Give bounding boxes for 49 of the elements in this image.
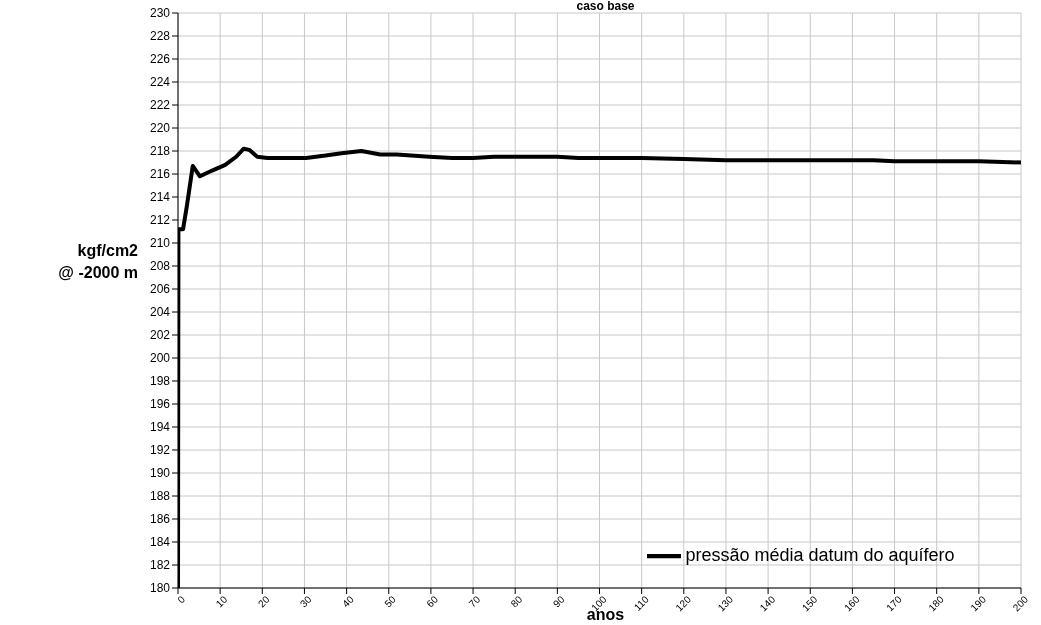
x-tick-label: 90 [550, 593, 567, 610]
y-tick-label: 198 [149, 374, 171, 389]
y-tick-label: 218 [149, 144, 171, 159]
x-tick-label: 150 [799, 593, 820, 614]
y-tick-label: 226 [149, 52, 171, 67]
y-tick-label: 222 [149, 98, 171, 113]
x-tick-label: 110 [631, 593, 652, 613]
y-tick-label: 208 [149, 259, 171, 274]
y-tick-label: 228 [149, 29, 171, 44]
y-tick-label: 224 [149, 75, 171, 90]
x-tick-label: 60 [424, 593, 441, 610]
x-tick-label: 190 [968, 593, 989, 614]
y-axis-title: kgf/cm2 @ -2000 m [57, 241, 138, 283]
legend-label: pressão média datum do aquífero [685, 544, 955, 565]
y-tick-label: 182 [149, 558, 171, 573]
x-tick-label: 50 [382, 593, 399, 610]
x-tick-label: 180 [926, 593, 947, 614]
y-tick-label: 210 [149, 236, 171, 251]
y-tick-label: 188 [149, 489, 171, 504]
y-tick-label: 214 [149, 190, 171, 205]
x-tick-label: 10 [213, 593, 230, 610]
chart-title: caso base [575, 0, 636, 13]
x-tick-label: 80 [508, 593, 525, 610]
y-tick-label: 184 [149, 535, 171, 550]
x-tick-label: 140 [757, 593, 778, 614]
x-tick-label: 40 [340, 593, 357, 610]
x-tick-label: 0 [175, 593, 188, 606]
y-tick-label: 212 [149, 213, 171, 228]
x-tick-label: 70 [466, 593, 483, 610]
y-tick-label: 230 [149, 6, 171, 21]
y-tick-label: 200 [149, 351, 171, 366]
y-tick-label: 216 [149, 167, 171, 182]
y-tick-label: 196 [149, 397, 171, 412]
y-tick-label: 220 [149, 121, 171, 136]
y-tick-label: 186 [149, 512, 171, 527]
y-tick-label: 180 [149, 581, 171, 596]
y-tick-label: 190 [149, 466, 171, 481]
y-tick-label: 204 [149, 305, 171, 320]
x-tick-label: 130 [715, 593, 736, 614]
y-tick-label: 206 [149, 282, 171, 297]
x-tick-label: 170 [884, 593, 905, 614]
y-tick-label: 192 [149, 443, 171, 458]
y-tick-label: 194 [149, 420, 171, 435]
x-tick-label: 30 [298, 593, 314, 610]
x-tick-label: 160 [842, 593, 862, 614]
x-tick-label: 120 [673, 593, 694, 614]
y-tick-label: 202 [149, 328, 171, 343]
x-tick-label: 200 [1010, 593, 1031, 614]
x-tick-label: 20 [255, 593, 272, 610]
